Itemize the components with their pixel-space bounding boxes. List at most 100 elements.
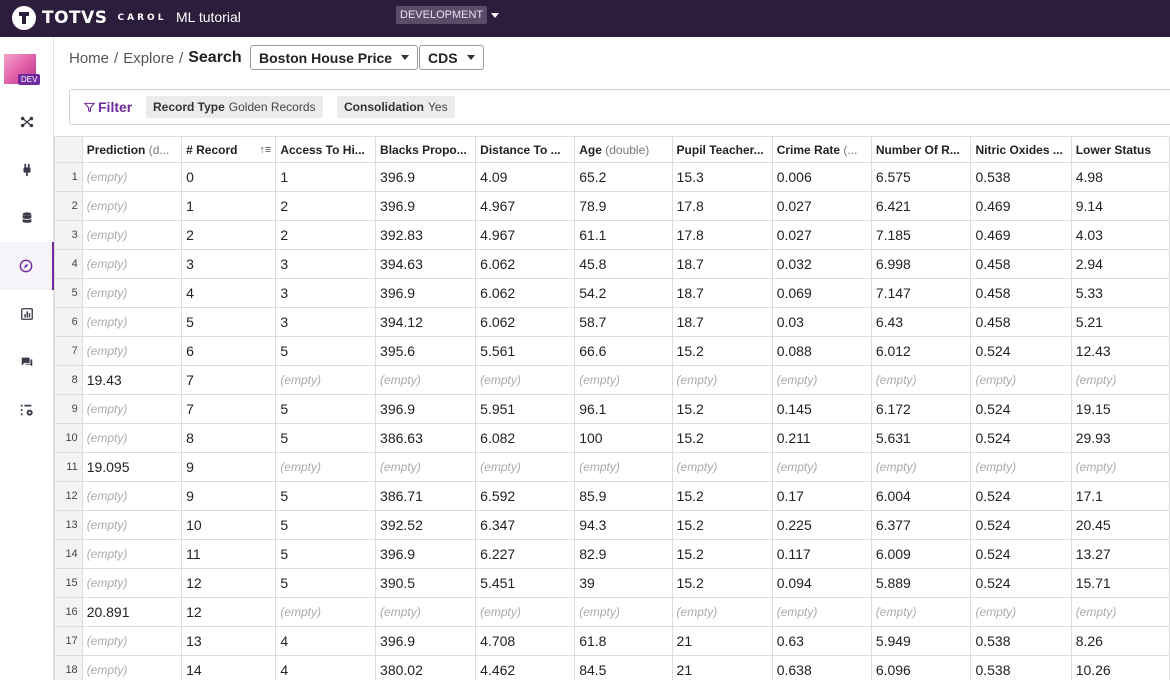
table-cell-empty[interactable]: (empty) xyxy=(870,365,972,395)
table-cell-empty[interactable]: (empty) xyxy=(81,336,183,366)
table-cell[interactable]: 78.9 xyxy=(574,191,673,221)
table-row[interactable]: 7 (empty) 6 5 395.6 5.561 66.6 15.2 0.088 6.012 0.… xyxy=(54,336,1170,366)
table-cell[interactable]: 3 xyxy=(181,249,277,279)
table-cell-empty[interactable]: (empty) xyxy=(81,394,183,424)
column-header[interactable]: # Record ↑≡ xyxy=(181,136,277,163)
table-cell[interactable]: 0.027 xyxy=(771,191,872,221)
table-cell[interactable]: 396.9 xyxy=(375,626,477,656)
table-cell-empty[interactable]: (empty) xyxy=(81,626,183,656)
table-cell-empty[interactable]: (empty) xyxy=(275,452,377,482)
table-cell[interactable]: 6.062 xyxy=(475,307,576,337)
table-cell[interactable]: 0.006 xyxy=(771,162,872,192)
table-cell[interactable]: 3 xyxy=(275,307,377,337)
table-cell[interactable]: 395.6 xyxy=(375,336,477,366)
table-cell-empty[interactable]: (empty) xyxy=(1070,452,1170,482)
table-cell[interactable]: 7.147 xyxy=(870,278,972,308)
table-cell[interactable]: 394.12 xyxy=(375,307,477,337)
table-cell[interactable]: 0.117 xyxy=(771,539,872,569)
table-cell[interactable]: 6.004 xyxy=(870,481,972,511)
table-cell[interactable]: 0.538 xyxy=(970,626,1072,656)
table-cell[interactable]: 0.094 xyxy=(771,568,872,598)
column-header[interactable]: Nitric Oxides ... xyxy=(970,136,1072,163)
filter-button[interactable]: Filter xyxy=(84,99,132,115)
table-cell[interactable]: 6.575 xyxy=(870,162,972,192)
table-cell[interactable]: 15.71 xyxy=(1070,568,1170,598)
table-cell-empty[interactable]: (empty) xyxy=(375,452,477,482)
table-cell[interactable]: 6.592 xyxy=(475,481,576,511)
table-row[interactable]: 6 (empty) 5 3 394.12 6.062 58.7 18.7 0.03 6.43 0.4… xyxy=(54,307,1170,337)
table-cell[interactable]: 18.7 xyxy=(671,307,773,337)
breadcrumb-explore[interactable]: Explore xyxy=(123,49,175,67)
table-cell[interactable]: 0.458 xyxy=(970,307,1072,337)
table-row[interactable]: 3 (empty) 2 2 392.83 4.967 61.1 17.8 0.027 7.185 0… xyxy=(54,220,1170,250)
table-cell[interactable]: 0.524 xyxy=(970,336,1072,366)
table-cell[interactable]: 82.9 xyxy=(574,539,673,569)
table-cell[interactable]: 5 xyxy=(275,568,377,598)
table-cell[interactable]: 6.096 xyxy=(870,655,972,680)
table-cell[interactable]: 45.8 xyxy=(574,249,673,279)
table-cell-empty[interactable]: (empty) xyxy=(275,597,377,627)
table-cell[interactable]: 18.7 xyxy=(671,249,773,279)
table-cell[interactable]: 4 xyxy=(181,278,277,308)
table-cell[interactable]: 396.9 xyxy=(375,191,477,221)
table-cell[interactable]: 394.63 xyxy=(375,249,477,279)
sidebar-item-database[interactable] xyxy=(0,194,54,242)
table-cell[interactable]: 380.02 xyxy=(375,655,477,680)
sidebar-item-network[interactable] xyxy=(0,98,54,146)
table-cell[interactable]: 15.3 xyxy=(671,162,773,192)
table-cell[interactable]: 0.17 xyxy=(771,481,872,511)
table-cell-empty[interactable]: (empty) xyxy=(81,481,183,511)
table-cell[interactable]: 392.52 xyxy=(375,510,477,540)
table-cell[interactable]: 17.1 xyxy=(1070,481,1170,511)
table-cell[interactable]: 0.63 xyxy=(771,626,872,656)
table-cell[interactable]: 4.09 xyxy=(475,162,576,192)
table-cell[interactable]: 2 xyxy=(275,220,377,250)
table-cell[interactable]: 15.2 xyxy=(671,568,773,598)
column-header[interactable]: Lower Status xyxy=(1070,136,1170,163)
table-cell-empty[interactable]: (empty) xyxy=(81,249,183,279)
table-cell[interactable]: 17.8 xyxy=(671,191,773,221)
table-cell[interactable]: 7.185 xyxy=(870,220,972,250)
table-cell[interactable]: 6.377 xyxy=(870,510,972,540)
table-cell[interactable]: 2.94 xyxy=(1070,249,1170,279)
sidebar-item-connectors[interactable] xyxy=(0,146,54,194)
table-cell-empty[interactable]: (empty) xyxy=(574,365,673,395)
table-cell[interactable]: 29.93 xyxy=(1070,423,1170,453)
table-cell[interactable]: 5.631 xyxy=(870,423,972,453)
column-header[interactable]: Blacks Propo... xyxy=(375,136,477,163)
column-header[interactable]: Number Of R... xyxy=(870,136,972,163)
table-cell-empty[interactable]: (empty) xyxy=(671,452,773,482)
table-cell[interactable]: 84.5 xyxy=(574,655,673,680)
sort-icon[interactable]: ↑≡ xyxy=(259,143,272,156)
table-cell[interactable]: 7 xyxy=(181,394,277,424)
table-row[interactable]: 16 20.891 12 (empty) (empty) (empty) (empty) (e… xyxy=(54,597,1170,627)
table-row[interactable]: 5 (empty) 4 3 396.9 6.062 54.2 18.7 0.069 7.147 0.… xyxy=(54,278,1170,308)
table-cell[interactable]: 0.538 xyxy=(970,655,1072,680)
table-cell-empty[interactable]: (empty) xyxy=(870,452,972,482)
table-cell-empty[interactable]: (empty) xyxy=(81,278,183,308)
table-cell[interactable]: 4 xyxy=(275,655,377,680)
table-cell[interactable]: 1 xyxy=(275,162,377,192)
table-cell-empty[interactable]: (empty) xyxy=(81,423,183,453)
table-cell[interactable]: 85.9 xyxy=(574,481,673,511)
table-cell[interactable]: 396.9 xyxy=(375,162,477,192)
table-cell[interactable]: 5 xyxy=(275,510,377,540)
table-cell-empty[interactable]: (empty) xyxy=(970,452,1072,482)
storage-select[interactable]: CDS xyxy=(419,45,484,70)
table-cell[interactable]: 58.7 xyxy=(574,307,673,337)
table-cell[interactable]: 2 xyxy=(181,220,277,250)
table-cell-empty[interactable]: (empty) xyxy=(671,597,773,627)
table-cell[interactable]: 0.458 xyxy=(970,278,1072,308)
table-cell[interactable]: 94.3 xyxy=(574,510,673,540)
table-cell[interactable]: 0.211 xyxy=(771,423,872,453)
table-cell[interactable]: 0.225 xyxy=(771,510,872,540)
table-cell[interactable]: 396.9 xyxy=(375,539,477,569)
table-cell[interactable]: 3 xyxy=(275,249,377,279)
table-cell[interactable]: 6 xyxy=(181,336,277,366)
table-cell[interactable]: 19.43 xyxy=(81,365,183,395)
table-cell[interactable]: 386.63 xyxy=(375,423,477,453)
dataset-select[interactable]: Boston House Price xyxy=(250,45,419,70)
table-cell-empty[interactable]: (empty) xyxy=(81,307,183,337)
table-cell[interactable]: 54.2 xyxy=(574,278,673,308)
column-header[interactable]: Prediction (d... xyxy=(81,136,183,163)
